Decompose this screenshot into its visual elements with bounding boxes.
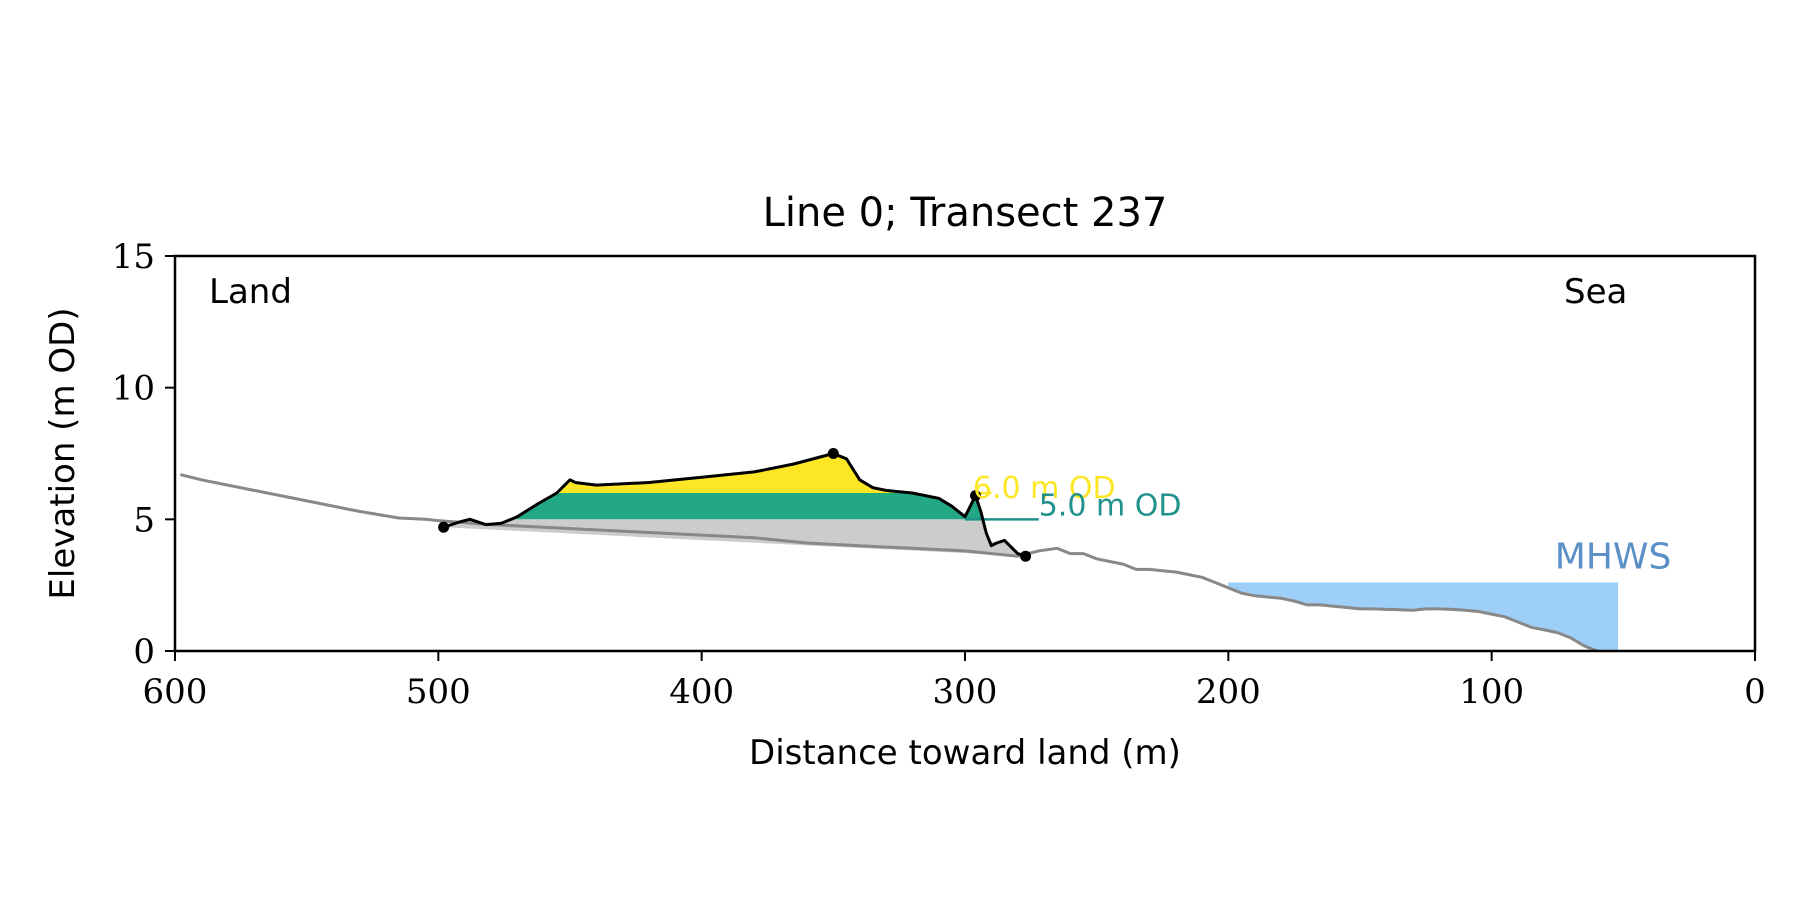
x-axis-ticks: 600 500 400 300 200 100 0 <box>143 651 1766 712</box>
key-point <box>1020 550 1032 562</box>
key-point <box>827 448 839 459</box>
x-tick-label: 100 <box>1459 672 1524 712</box>
level-6-label: 6.0 m OD <box>973 471 1116 506</box>
sea-label: Sea <box>1564 272 1627 312</box>
mhws-label: MHWS <box>1555 537 1672 578</box>
key-point <box>970 490 982 502</box>
y-tick-label: 5 <box>133 500 155 540</box>
dune-profile-line <box>443 452 1027 558</box>
y-tick-label: 0 <box>133 632 155 672</box>
y-axis-label: Elevation (m OD) <box>43 307 83 599</box>
key-point <box>438 521 450 533</box>
x-tick-label: 500 <box>406 672 471 712</box>
plot-points <box>438 448 1032 562</box>
level-5-label: 5.0 m OD <box>1039 488 1182 523</box>
x-tick-label: 400 <box>669 672 734 712</box>
y-tick-label: 10 <box>112 369 155 409</box>
x-tick-label: 0 <box>1744 672 1766 712</box>
mhws-water-fill <box>1228 582 1619 651</box>
land-label: Land <box>209 272 292 312</box>
x-tick-label: 200 <box>1196 672 1261 712</box>
x-tick-label: 300 <box>933 672 998 712</box>
ground-profile-line <box>179 473 1598 653</box>
x-tick-label: 600 <box>143 672 208 712</box>
y-axis-ticks: 0 5 10 15 <box>112 237 175 672</box>
y-tick-label: 15 <box>112 237 155 277</box>
level-5-band <box>511 493 982 520</box>
chart-title: Line 0; Transect 237 <box>763 190 1168 236</box>
x-axis-label: Distance toward land (m) <box>749 733 1181 773</box>
plot-lines <box>179 452 1598 653</box>
